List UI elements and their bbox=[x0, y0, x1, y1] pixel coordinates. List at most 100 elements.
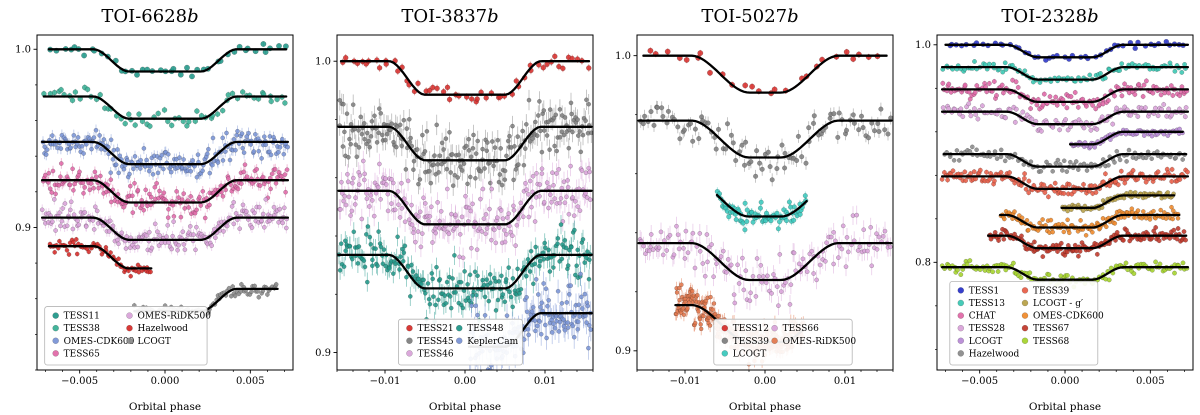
data-point bbox=[370, 198, 375, 203]
data-point bbox=[256, 204, 262, 210]
data-point bbox=[876, 128, 882, 134]
data-point bbox=[356, 128, 361, 133]
x-tick-label: −0.005 bbox=[61, 376, 98, 387]
data-point bbox=[49, 190, 55, 195]
data-point bbox=[844, 235, 850, 240]
data-point bbox=[533, 244, 538, 250]
data-point bbox=[527, 269, 533, 274]
data-point bbox=[552, 143, 557, 149]
data-point bbox=[502, 168, 508, 174]
data-point bbox=[495, 297, 501, 303]
data-point bbox=[555, 236, 561, 241]
data-point bbox=[809, 248, 815, 254]
data-point bbox=[715, 126, 721, 132]
data-point bbox=[345, 179, 351, 185]
data-point bbox=[735, 262, 740, 268]
legend-marker bbox=[126, 312, 133, 319]
data-point bbox=[420, 132, 425, 138]
data-point bbox=[276, 149, 281, 155]
data-point bbox=[168, 169, 174, 175]
data-point bbox=[200, 188, 206, 194]
data-point bbox=[400, 258, 406, 264]
data-point bbox=[378, 196, 383, 202]
legend-label: OMES-RiDK500 bbox=[137, 312, 211, 322]
data-point bbox=[572, 227, 577, 233]
data-point bbox=[682, 256, 688, 261]
data-point bbox=[404, 126, 410, 131]
data-point bbox=[39, 207, 45, 213]
data-point bbox=[152, 184, 158, 190]
data-point bbox=[711, 274, 716, 279]
data-point bbox=[534, 133, 540, 138]
data-point bbox=[491, 382, 495, 386]
data-point bbox=[91, 135, 97, 140]
data-point bbox=[448, 305, 454, 311]
data-point bbox=[177, 71, 184, 78]
data-point bbox=[584, 320, 589, 325]
data-point bbox=[135, 187, 141, 193]
data-point bbox=[227, 157, 233, 163]
data-point bbox=[70, 166, 75, 172]
plot-toi-6628b: −0.005 0.000 0.005 1.0 0.9 Orbital phase TESS1… bbox=[15, 34, 294, 413]
data-point bbox=[159, 152, 165, 158]
data-point bbox=[210, 135, 216, 141]
planet-letter: b bbox=[187, 6, 199, 27]
data-point bbox=[583, 170, 589, 176]
data-point bbox=[783, 218, 789, 224]
data-point bbox=[136, 111, 142, 117]
data-point bbox=[101, 137, 107, 142]
panel-toi-2328b: TOI-2328b −0.005 0.000 0.005 1.0 0.8 Orbital … bbox=[900, 0, 1200, 415]
data-point bbox=[659, 105, 665, 111]
data-point bbox=[58, 146, 64, 151]
data-point bbox=[664, 248, 669, 253]
data-point bbox=[580, 132, 586, 138]
data-point bbox=[704, 232, 710, 237]
data-point bbox=[384, 182, 389, 187]
data-point bbox=[869, 263, 875, 269]
data-point bbox=[546, 205, 551, 211]
data-point bbox=[341, 264, 347, 269]
data-point bbox=[541, 108, 547, 113]
data-point bbox=[741, 287, 747, 293]
data-point bbox=[421, 277, 426, 283]
data-point bbox=[416, 181, 421, 187]
data-point bbox=[711, 301, 717, 306]
legend: TESS12 TESS39 LCOGT TESS66 OMES-RiDK500 bbox=[713, 318, 856, 366]
data-point bbox=[463, 143, 469, 149]
data-point bbox=[478, 168, 484, 174]
legend-label: TESS38 bbox=[64, 324, 100, 334]
data-point bbox=[409, 202, 414, 208]
series-TESS45 bbox=[337, 89, 593, 196]
data-point bbox=[783, 280, 788, 285]
data-point bbox=[207, 170, 213, 176]
data-point bbox=[108, 250, 113, 255]
y-tick-label: 0.9 bbox=[615, 346, 631, 357]
data-point bbox=[569, 244, 574, 250]
data-point bbox=[371, 213, 377, 219]
data-point bbox=[365, 279, 370, 285]
data-point bbox=[803, 160, 809, 166]
data-point bbox=[791, 204, 797, 210]
legend-label: TESS48 bbox=[467, 324, 503, 334]
data-point bbox=[359, 131, 365, 137]
data-point bbox=[707, 323, 713, 328]
data-point bbox=[765, 149, 771, 155]
data-point bbox=[188, 194, 193, 199]
data-point bbox=[166, 206, 171, 212]
data-point bbox=[70, 226, 76, 232]
data-point bbox=[578, 149, 584, 155]
data-point bbox=[416, 214, 421, 219]
data-point bbox=[348, 141, 354, 147]
data-point bbox=[368, 192, 374, 198]
data-point bbox=[467, 272, 473, 278]
data-point bbox=[483, 95, 489, 101]
data-point bbox=[695, 293, 700, 298]
data-point bbox=[433, 302, 438, 308]
data-point bbox=[389, 201, 394, 206]
data-point bbox=[836, 255, 841, 260]
data-point bbox=[458, 279, 464, 285]
data-point bbox=[675, 232, 681, 238]
data-point bbox=[690, 230, 696, 236]
data-point bbox=[513, 78, 520, 84]
